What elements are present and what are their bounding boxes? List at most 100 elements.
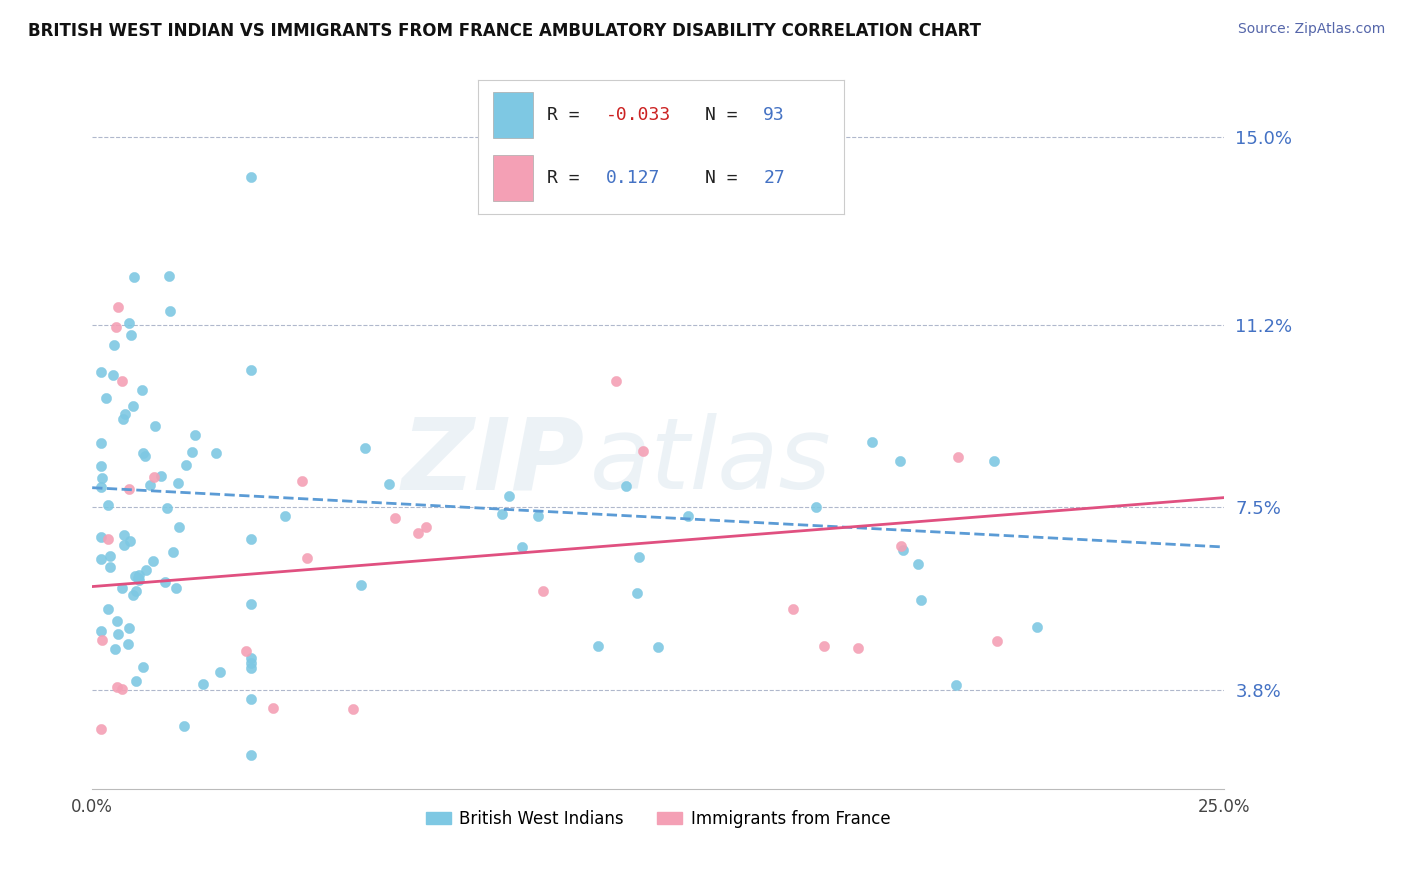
Point bbox=[239, 692, 262, 706]
Text: 93: 93 bbox=[763, 106, 785, 124]
Point bbox=[512, 540, 534, 554]
Point bbox=[111, 581, 134, 595]
Point bbox=[97, 533, 120, 547]
Point bbox=[274, 508, 297, 523]
Point bbox=[122, 399, 145, 413]
Point bbox=[107, 300, 129, 314]
Point bbox=[135, 563, 157, 577]
Point bbox=[239, 363, 262, 377]
Point bbox=[491, 507, 513, 521]
Point bbox=[118, 316, 141, 330]
Point bbox=[209, 665, 232, 680]
Point bbox=[112, 412, 135, 426]
Point bbox=[90, 551, 112, 566]
Point bbox=[165, 581, 187, 595]
Point bbox=[118, 534, 141, 549]
Point bbox=[173, 719, 195, 733]
Point bbox=[239, 597, 262, 611]
Point bbox=[860, 435, 883, 450]
Point bbox=[100, 559, 122, 574]
Point bbox=[626, 586, 648, 600]
Point bbox=[153, 575, 176, 590]
Point bbox=[90, 632, 112, 647]
Point bbox=[782, 602, 804, 616]
Point bbox=[945, 678, 967, 692]
Point bbox=[122, 269, 145, 284]
Text: atlas: atlas bbox=[591, 413, 832, 510]
Point bbox=[157, 268, 180, 283]
Point bbox=[498, 489, 520, 503]
Point bbox=[122, 588, 145, 602]
Point bbox=[907, 557, 929, 571]
Point bbox=[127, 571, 149, 585]
Point bbox=[103, 338, 125, 352]
Point bbox=[891, 542, 914, 557]
Point bbox=[131, 660, 153, 674]
Legend: British West Indians, Immigrants from France: British West Indians, Immigrants from Fr… bbox=[419, 803, 897, 834]
Point bbox=[384, 511, 406, 525]
Point bbox=[204, 446, 226, 460]
Point bbox=[94, 391, 117, 405]
Point bbox=[103, 368, 125, 382]
Point bbox=[105, 680, 128, 694]
Point bbox=[134, 449, 156, 463]
Point bbox=[588, 640, 610, 654]
Text: N =: N = bbox=[704, 106, 748, 124]
Point bbox=[98, 549, 121, 563]
Text: R =: R = bbox=[547, 106, 591, 124]
Point bbox=[142, 554, 165, 568]
Point bbox=[167, 475, 190, 490]
Point bbox=[90, 435, 112, 450]
Point bbox=[124, 583, 146, 598]
Text: Source: ZipAtlas.com: Source: ZipAtlas.com bbox=[1237, 22, 1385, 37]
Point bbox=[239, 747, 262, 762]
Point bbox=[97, 601, 120, 615]
Point bbox=[149, 468, 172, 483]
Point bbox=[415, 520, 437, 534]
Point bbox=[889, 454, 911, 468]
Point bbox=[378, 477, 401, 491]
Point bbox=[169, 520, 191, 534]
Text: -0.033: -0.033 bbox=[606, 106, 671, 124]
Point bbox=[142, 470, 165, 484]
Point bbox=[105, 614, 128, 628]
Point bbox=[159, 304, 181, 318]
Point bbox=[846, 640, 869, 655]
Point bbox=[111, 374, 134, 388]
Point bbox=[813, 639, 835, 653]
Point bbox=[139, 478, 162, 492]
Point bbox=[890, 539, 912, 553]
Point bbox=[910, 593, 932, 607]
Point bbox=[90, 624, 112, 638]
Point bbox=[90, 480, 112, 494]
Point bbox=[235, 644, 257, 658]
Point bbox=[176, 458, 198, 473]
Text: R =: R = bbox=[547, 169, 602, 187]
Point bbox=[239, 656, 262, 670]
Point bbox=[605, 374, 627, 388]
Point bbox=[184, 427, 207, 442]
Point bbox=[117, 637, 139, 651]
Point bbox=[527, 508, 550, 523]
Point bbox=[239, 532, 262, 546]
Point bbox=[946, 450, 969, 464]
Point bbox=[647, 640, 669, 654]
Text: N =: N = bbox=[704, 169, 748, 187]
Point bbox=[120, 328, 142, 343]
Point bbox=[97, 498, 120, 512]
Point bbox=[107, 626, 129, 640]
Point bbox=[614, 479, 637, 493]
Point bbox=[128, 573, 150, 587]
Point bbox=[262, 701, 284, 715]
Point bbox=[131, 446, 153, 460]
Text: 27: 27 bbox=[763, 169, 785, 187]
Point bbox=[291, 474, 314, 488]
Point bbox=[354, 441, 377, 455]
Point bbox=[983, 454, 1005, 468]
Point bbox=[114, 407, 136, 421]
Point bbox=[627, 549, 650, 564]
Point bbox=[408, 525, 430, 540]
Point bbox=[125, 674, 148, 689]
Point bbox=[90, 530, 112, 544]
Point bbox=[112, 538, 135, 552]
